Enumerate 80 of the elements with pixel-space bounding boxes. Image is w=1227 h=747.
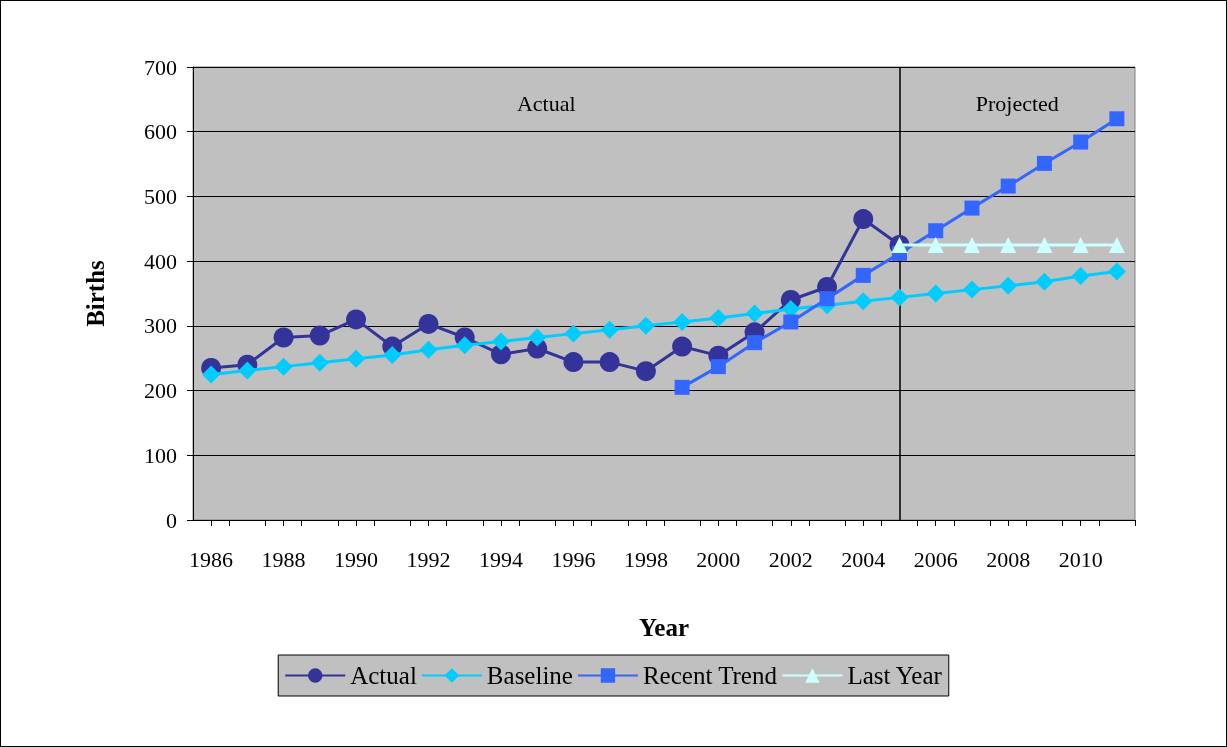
point bbox=[273, 327, 294, 348]
point bbox=[563, 352, 584, 373]
point bbox=[599, 352, 620, 373]
point bbox=[383, 345, 402, 364]
y-tick-label: 700 bbox=[144, 54, 177, 80]
annotation: Actual bbox=[516, 90, 576, 116]
point bbox=[783, 314, 799, 330]
point bbox=[1108, 236, 1125, 253]
point bbox=[202, 365, 221, 384]
point bbox=[747, 335, 763, 351]
x-tick-label: 2008 bbox=[986, 546, 1031, 572]
y-axis-title: Births bbox=[82, 259, 109, 327]
point bbox=[853, 209, 874, 230]
point bbox=[926, 284, 945, 303]
x-tick-label: 2006 bbox=[913, 546, 958, 572]
point bbox=[419, 340, 438, 359]
y-tick-label: 500 bbox=[144, 183, 177, 209]
x-tick-label: 1998 bbox=[623, 546, 668, 572]
point bbox=[928, 223, 944, 239]
point bbox=[962, 280, 981, 299]
point bbox=[1036, 155, 1052, 171]
point bbox=[819, 291, 835, 307]
x-tick-label: 2002 bbox=[768, 546, 813, 572]
point bbox=[963, 236, 980, 253]
point bbox=[418, 313, 439, 334]
point bbox=[854, 292, 873, 311]
point bbox=[674, 379, 690, 395]
x-tick-label: 1990 bbox=[334, 546, 379, 572]
y-tick-label: 0 bbox=[166, 507, 177, 533]
legend-label: Baseline bbox=[486, 662, 573, 689]
point bbox=[927, 236, 944, 253]
x-tick-label: 1986 bbox=[189, 546, 234, 572]
point bbox=[1073, 134, 1089, 150]
x-tick-label: 1996 bbox=[551, 546, 596, 572]
point bbox=[855, 267, 871, 283]
point bbox=[347, 349, 366, 368]
y-tick-label: 300 bbox=[144, 313, 177, 339]
point bbox=[672, 336, 693, 357]
point bbox=[238, 361, 257, 380]
point bbox=[1000, 236, 1017, 253]
point bbox=[890, 288, 909, 307]
y-tick-label: 400 bbox=[144, 248, 177, 274]
x-axis-title: Year bbox=[639, 614, 689, 641]
point bbox=[310, 353, 329, 372]
point bbox=[636, 316, 655, 335]
point bbox=[309, 325, 330, 346]
point bbox=[1035, 272, 1054, 291]
point bbox=[600, 320, 619, 339]
annotation: Projected bbox=[975, 90, 1059, 116]
x-tick-label: 2010 bbox=[1058, 546, 1103, 572]
y-tick-label: 100 bbox=[144, 442, 177, 468]
legend-label: Last Year bbox=[847, 662, 943, 689]
point bbox=[964, 200, 980, 216]
point bbox=[491, 332, 510, 351]
x-tick-label: 1988 bbox=[261, 546, 306, 572]
point bbox=[999, 276, 1018, 295]
y-tick-label: 600 bbox=[144, 119, 177, 145]
legend-label: Recent Trend bbox=[642, 662, 778, 689]
point bbox=[709, 309, 728, 328]
point bbox=[1109, 111, 1125, 127]
point bbox=[1071, 267, 1090, 286]
point bbox=[564, 324, 583, 343]
x-tick-label: 1992 bbox=[406, 546, 451, 572]
point bbox=[1036, 236, 1053, 253]
point bbox=[710, 359, 726, 375]
point bbox=[745, 304, 764, 323]
x-tick-label: 1994 bbox=[478, 546, 523, 572]
point bbox=[1000, 178, 1016, 194]
legend-label: Actual bbox=[350, 662, 417, 689]
y-tick-label: 200 bbox=[144, 378, 177, 404]
point bbox=[1107, 262, 1126, 281]
x-tick-label: 2004 bbox=[841, 546, 886, 572]
point bbox=[528, 328, 547, 347]
point bbox=[346, 309, 367, 330]
point bbox=[455, 336, 474, 355]
point bbox=[635, 361, 656, 382]
point bbox=[274, 357, 293, 376]
x-tick-label: 2000 bbox=[696, 546, 741, 572]
point bbox=[1072, 236, 1089, 253]
point bbox=[673, 312, 692, 331]
